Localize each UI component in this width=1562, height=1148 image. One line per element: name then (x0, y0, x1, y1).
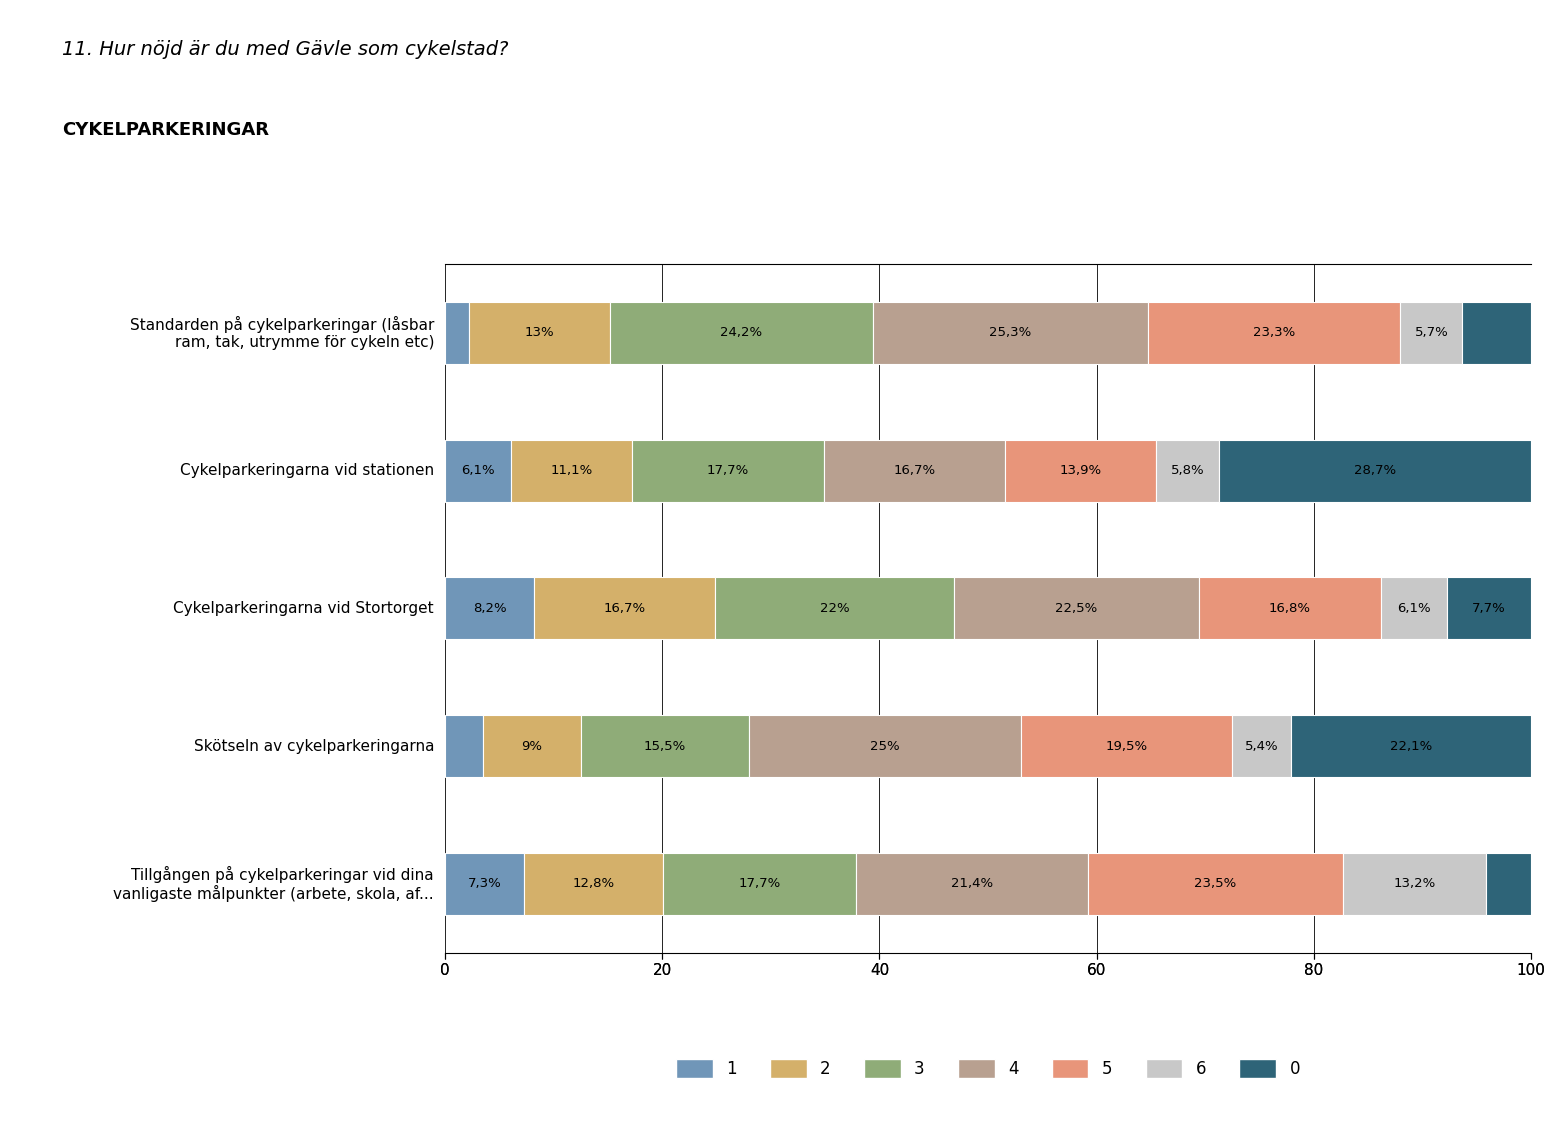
Text: 17,7%: 17,7% (708, 464, 750, 478)
Legend: 1, 2, 3, 4, 5, 6, 0: 1, 2, 3, 4, 5, 6, 0 (667, 1050, 1309, 1087)
Text: 8,2%: 8,2% (473, 602, 506, 615)
Bar (1487, 853, 1531, 915)
Bar (1220, 440, 1531, 502)
Text: 5,4%: 5,4% (1245, 739, 1278, 753)
Bar (1020, 715, 1232, 777)
Bar (511, 440, 633, 502)
Bar (445, 715, 483, 777)
Text: 23,3%: 23,3% (1253, 326, 1295, 340)
Bar (534, 577, 715, 639)
Text: 6,1%: 6,1% (461, 464, 495, 478)
Text: 5,8%: 5,8% (1172, 464, 1204, 478)
Text: 17,7%: 17,7% (739, 877, 781, 891)
Bar (1156, 440, 1220, 502)
Text: 16,7%: 16,7% (893, 464, 936, 478)
Bar (750, 715, 1020, 777)
Text: 24,2%: 24,2% (720, 326, 762, 340)
Text: 25%: 25% (870, 739, 900, 753)
Text: 11,1%: 11,1% (550, 464, 592, 478)
Text: 19,5%: 19,5% (1106, 739, 1148, 753)
Bar (1087, 853, 1343, 915)
Text: 22,1%: 22,1% (1390, 739, 1432, 753)
Text: 28,7%: 28,7% (1354, 464, 1396, 478)
Bar (1198, 577, 1381, 639)
Bar (1006, 440, 1156, 502)
Text: 9%: 9% (522, 739, 542, 753)
Text: 15,5%: 15,5% (644, 739, 686, 753)
Bar (1446, 577, 1531, 639)
Text: 13,2%: 13,2% (1393, 877, 1435, 891)
Text: 12,8%: 12,8% (573, 877, 615, 891)
Bar (1232, 715, 1290, 777)
Text: 13%: 13% (525, 326, 555, 340)
Bar (483, 715, 581, 777)
Bar (445, 577, 534, 639)
Bar (664, 853, 856, 915)
Text: CYKELPARKERINGAR: CYKELPARKERINGAR (62, 121, 270, 139)
Bar (445, 440, 511, 502)
Text: 16,8%: 16,8% (1268, 602, 1311, 615)
Bar (1401, 302, 1462, 364)
Text: 7,3%: 7,3% (469, 877, 501, 891)
Bar (856, 853, 1087, 915)
Bar (469, 302, 611, 364)
Text: 23,5%: 23,5% (1195, 877, 1237, 891)
Text: 16,7%: 16,7% (604, 602, 647, 615)
Bar (445, 853, 525, 915)
Bar (715, 577, 954, 639)
Bar (954, 577, 1198, 639)
Bar (873, 302, 1148, 364)
Bar (1462, 302, 1531, 364)
Bar (633, 440, 825, 502)
Text: 11. Hur nöjd är du med Gävle som cykelstad?: 11. Hur nöjd är du med Gävle som cykelst… (62, 40, 509, 60)
Text: 7,7%: 7,7% (1471, 602, 1506, 615)
Bar (1148, 302, 1401, 364)
Bar (445, 302, 469, 364)
Bar (611, 302, 873, 364)
Text: 22%: 22% (820, 602, 850, 615)
Text: 21,4%: 21,4% (951, 877, 993, 891)
Bar (1381, 577, 1446, 639)
Text: 22,5%: 22,5% (1056, 602, 1098, 615)
Text: 5,7%: 5,7% (1415, 326, 1448, 340)
Bar (1290, 715, 1531, 777)
Bar (1343, 853, 1487, 915)
Bar (525, 853, 664, 915)
Text: 25,3%: 25,3% (989, 326, 1031, 340)
Text: 6,1%: 6,1% (1398, 602, 1431, 615)
Bar (825, 440, 1006, 502)
Bar (581, 715, 750, 777)
Text: 13,9%: 13,9% (1059, 464, 1101, 478)
